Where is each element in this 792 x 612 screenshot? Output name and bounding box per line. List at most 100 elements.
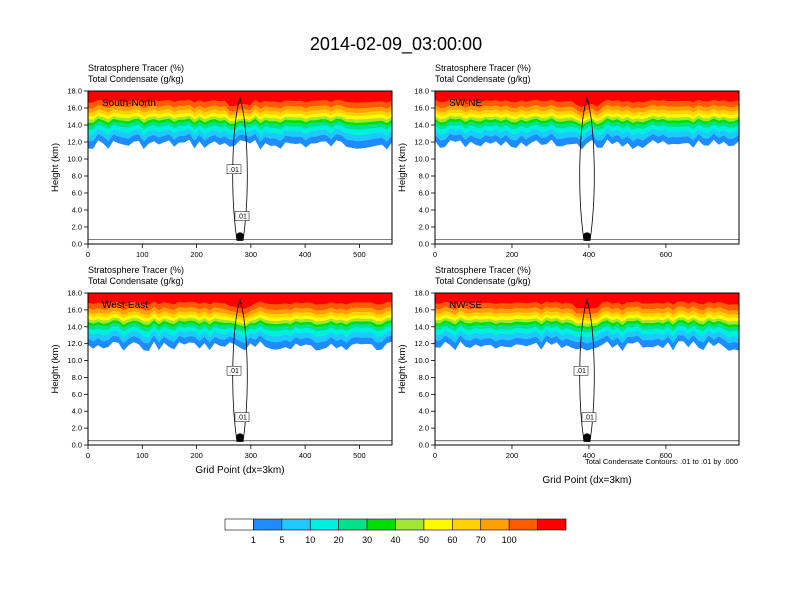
y-tick-label: 16.0 bbox=[67, 305, 82, 314]
location-marker bbox=[583, 232, 591, 241]
contour-label-box bbox=[226, 365, 242, 376]
y-tick-label: 16.0 bbox=[67, 104, 82, 113]
contour-label: .01 bbox=[229, 368, 239, 375]
y-tick-label: 2.0 bbox=[72, 424, 82, 433]
panel-label: West-East bbox=[102, 300, 148, 311]
tracer-field: .01 .01 bbox=[88, 91, 392, 241]
y-tick-label: 4.0 bbox=[419, 407, 429, 416]
x-axis-label: Grid Point (dx=3km) bbox=[195, 465, 284, 476]
y-tick-label: 0.0 bbox=[419, 240, 429, 249]
colorbar-label: 20 bbox=[334, 535, 344, 545]
y-tick-label: 12.0 bbox=[67, 339, 82, 348]
y-tick-label: 4.0 bbox=[72, 206, 82, 215]
y-tick-label: 2.0 bbox=[419, 424, 429, 433]
y-tick-label: 10.0 bbox=[414, 356, 429, 365]
contour-label: .01 bbox=[584, 415, 594, 422]
colorbar-swatch bbox=[508, 518, 538, 531]
panel-title-line: Total Condensate (g/kg) bbox=[88, 74, 184, 84]
plot-frame bbox=[434, 292, 740, 446]
colorbar-swatch bbox=[537, 518, 567, 531]
y-tick-label: 0.0 bbox=[72, 240, 82, 249]
y-tick-label: 18.0 bbox=[414, 87, 429, 96]
y-tick-label: 6.0 bbox=[419, 189, 429, 198]
contour-label-box bbox=[573, 365, 589, 376]
y-tick-label: 10.0 bbox=[67, 356, 82, 365]
panel-label: South-North bbox=[102, 98, 156, 109]
colorbar-label: 100 bbox=[502, 535, 517, 545]
x-tick-label: 0 bbox=[86, 451, 90, 460]
y-tick-label: 14.0 bbox=[67, 322, 82, 331]
y-tick-label: 14.0 bbox=[67, 121, 82, 130]
y-tick-label: 14.0 bbox=[414, 322, 429, 331]
panel-west-east: .01 .01 West-East Stratosphere Tracer (%)To… bbox=[50, 265, 393, 476]
x-tick-label: 200 bbox=[190, 250, 203, 259]
colorbar-label: 30 bbox=[362, 535, 372, 545]
x-tick-label: 600 bbox=[660, 451, 673, 460]
x-tick-label: 400 bbox=[583, 451, 596, 460]
panel-title-line: Total Condensate (g/kg) bbox=[435, 74, 531, 84]
colorbar-label: 50 bbox=[419, 535, 429, 545]
x-tick-label: 200 bbox=[506, 250, 519, 259]
x-tick-label: 300 bbox=[245, 451, 258, 460]
x-tick-label: 400 bbox=[299, 451, 312, 460]
plot-frame bbox=[434, 90, 740, 245]
colorbar-label: 70 bbox=[476, 535, 486, 545]
contour-label: .01 bbox=[237, 415, 247, 422]
y-tick-label: 6.0 bbox=[419, 390, 429, 399]
contour-note: Total Condensate Contours: .01 to .01 by… bbox=[585, 457, 738, 466]
condensate-contour bbox=[579, 298, 595, 443]
y-tick-label: 16.0 bbox=[414, 305, 429, 314]
panel-title-line: Stratosphere Tracer (%) bbox=[88, 265, 184, 275]
y-tick-label: 8.0 bbox=[72, 373, 82, 382]
contour-label: .01 bbox=[576, 368, 586, 375]
y-tick-label: 12.0 bbox=[414, 339, 429, 348]
y-tick-label: 2.0 bbox=[72, 223, 82, 232]
y-tick-label: 18.0 bbox=[67, 87, 82, 96]
condensate-contour bbox=[232, 96, 248, 241]
contour-label-box bbox=[234, 412, 250, 422]
colorbar-swatch bbox=[338, 518, 368, 531]
panel-title-line: Total Condensate (g/kg) bbox=[435, 276, 531, 286]
x-tick-label: 400 bbox=[299, 250, 312, 259]
panel-title-line: Total Condensate (g/kg) bbox=[88, 276, 184, 286]
x-axis-label: Grid Point (dx=3km) bbox=[542, 475, 631, 486]
location-marker bbox=[236, 232, 244, 241]
y-tick-label: 10.0 bbox=[414, 155, 429, 164]
plot-frame bbox=[87, 292, 393, 446]
x-tick-label: 300 bbox=[245, 250, 258, 259]
x-tick-label: 500 bbox=[353, 250, 366, 259]
condensate-contour bbox=[232, 298, 248, 443]
y-tick-label: 8.0 bbox=[419, 172, 429, 181]
x-tick-label: 200 bbox=[506, 451, 519, 460]
x-tick-label: 0 bbox=[433, 451, 437, 460]
condensate-contour bbox=[579, 96, 595, 241]
y-axis-label: Height (km) bbox=[397, 143, 408, 192]
colorbar-swatch bbox=[224, 518, 254, 531]
colorbar-swatch bbox=[423, 518, 453, 531]
panel-label: SW-NE bbox=[449, 98, 482, 109]
contour-label-box bbox=[598, 506, 612, 515]
colorbar-label: 40 bbox=[390, 535, 400, 545]
figure-title: 2014-02-09_03:00:00 bbox=[310, 34, 482, 55]
y-tick-label: 12.0 bbox=[414, 138, 429, 147]
colorbar-swatch bbox=[395, 518, 425, 531]
panel-sw-ne: SW-NE Stratosphere Tracer (%)Total Conden… bbox=[397, 63, 740, 259]
y-tick-label: 8.0 bbox=[419, 373, 429, 382]
x-tick-label: 200 bbox=[190, 451, 203, 460]
colorbar-swatch bbox=[366, 518, 396, 531]
y-tick-label: 8.0 bbox=[72, 172, 82, 181]
colorbar-label: 5 bbox=[279, 535, 284, 545]
y-tick-label: 4.0 bbox=[419, 206, 429, 215]
contour-label-box bbox=[226, 164, 242, 174]
colorbar-label: 1 bbox=[251, 535, 256, 545]
y-tick-label: 4.0 bbox=[72, 407, 82, 416]
y-tick-label: 14.0 bbox=[414, 121, 429, 130]
y-tick-label: 2.0 bbox=[419, 223, 429, 232]
colorbar-swatch bbox=[480, 518, 510, 531]
contour-label-box bbox=[581, 412, 597, 422]
y-tick-label: 6.0 bbox=[72, 189, 82, 198]
tracer-field bbox=[435, 91, 739, 241]
y-axis-label: Height (km) bbox=[50, 143, 61, 192]
